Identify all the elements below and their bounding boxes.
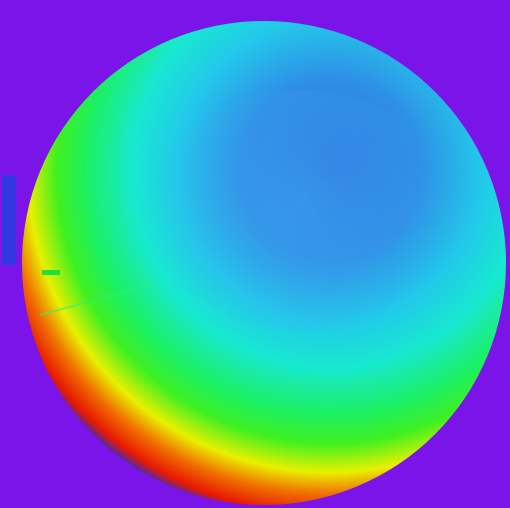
haze bbox=[150, 90, 450, 330]
artifact bbox=[42, 270, 60, 275]
streak bbox=[39, 284, 151, 316]
edge-artifact bbox=[2, 175, 16, 265]
